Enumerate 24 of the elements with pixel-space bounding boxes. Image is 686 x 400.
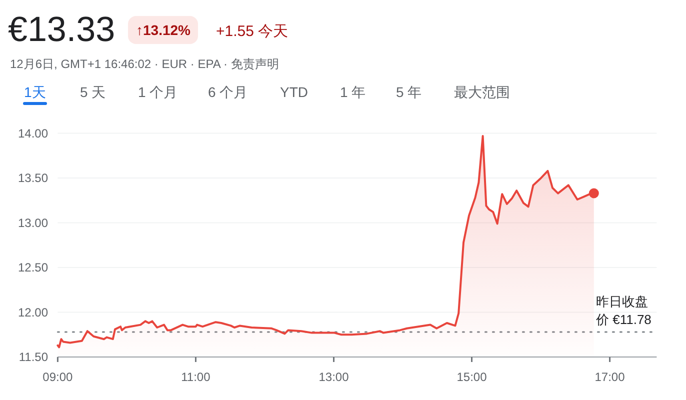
chart-subtitle: 12月6日, GMT+1 16:46:02 · EUR · EPA · 免责声明: [10, 56, 279, 73]
chart-title: €13.33: [8, 10, 116, 50]
x-tick-label: 13:00: [318, 370, 350, 384]
y-tick-label: 12.50: [18, 260, 48, 275]
y-tick-label: 12.00: [18, 305, 48, 320]
y-tick-label: 11.50: [18, 350, 48, 364]
x-tick-label: 17:00: [594, 370, 626, 384]
ref-line-label: 昨日收盘价 €11.78: [596, 292, 652, 329]
text: +1.55 今天: [216, 22, 288, 41]
x-tick-label: 15:00: [456, 370, 488, 384]
text: YTD: [280, 84, 308, 100]
text: 5 天: [80, 84, 106, 102]
y-tick-label: 13.50: [18, 171, 48, 186]
text: 5 年: [396, 84, 422, 102]
x-tick-label: 11:00: [181, 370, 211, 384]
text: ↑13.12%: [128, 16, 198, 44]
x-tick-label: 09:00: [42, 370, 74, 384]
text: 6 个月: [208, 84, 248, 102]
text: 最大范围: [454, 84, 510, 102]
y-tick-label: 14.00: [18, 126, 48, 140]
text: 1天: [24, 84, 46, 102]
text: 1 个月: [138, 84, 178, 102]
text: 1 年: [340, 84, 366, 102]
y-tick-label: 13.00: [18, 216, 48, 230]
